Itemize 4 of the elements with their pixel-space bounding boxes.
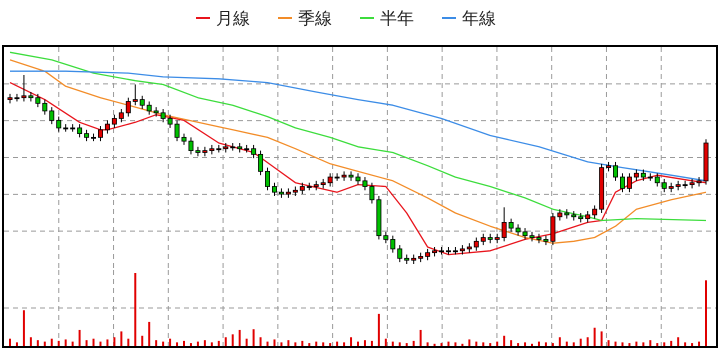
legend-label: 半年 — [380, 9, 414, 29]
legend-label: 月線 — [216, 9, 250, 29]
legend-label: 季線 — [298, 9, 332, 29]
legend-label: 年線 — [462, 9, 496, 29]
